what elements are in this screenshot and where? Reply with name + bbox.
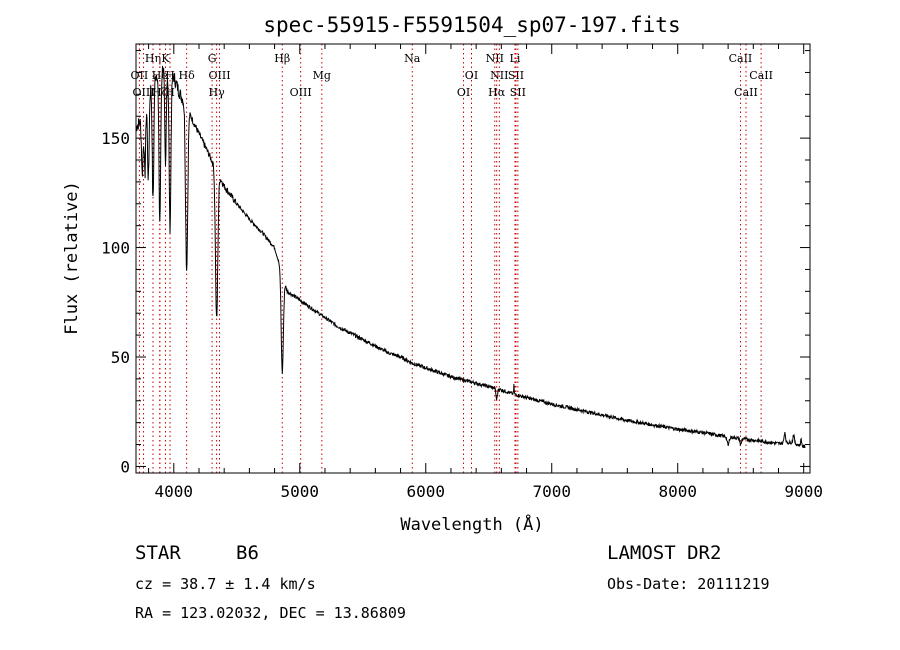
- line-marker-label: Hζ: [152, 86, 168, 99]
- x-tick-label: 8000: [658, 482, 697, 501]
- y-tick-label: 100: [101, 239, 130, 258]
- line-marker-label: Hδ: [179, 69, 196, 82]
- line-marker-label: CaII: [749, 69, 773, 82]
- axis-group: 4000 5000 6000 7000 8000 9000 0 50 100 150: [101, 44, 823, 501]
- y-tick-label: 150: [101, 129, 130, 148]
- subclass-label: B6: [236, 542, 259, 564]
- x-axis-label: Wavelength (Å): [400, 513, 543, 535]
- spectrum-line: [135, 65, 806, 449]
- line-marker-label: Hβ: [274, 52, 290, 65]
- x-tick-label: 9000: [784, 482, 823, 501]
- survey-label: LAMOST DR2: [607, 542, 722, 564]
- line-marker-label: G: [208, 52, 217, 65]
- spectrum-chart: spec-55915-F5591504_sp07-197.fits Hη K OII…: [62, 13, 823, 535]
- line-marker-label: SII: [510, 86, 526, 99]
- x-tick-label: 5000: [281, 482, 320, 501]
- y-tick-label: 0: [120, 457, 130, 476]
- line-marker-label: OIII: [133, 86, 155, 99]
- chart-title: spec-55915-F5591504_sp07-197.fits: [263, 13, 680, 37]
- line-marker-label: Na: [404, 52, 421, 65]
- line-marker-label: SII: [508, 69, 524, 82]
- line-marker-label: OII: [131, 69, 149, 82]
- line-marker-label: CaII: [734, 86, 758, 99]
- line-marker-label: K: [161, 52, 170, 65]
- plot-frame: [135, 43, 811, 474]
- line-marker-label: OI: [457, 86, 470, 99]
- line-marker-label: Hγ: [209, 86, 226, 99]
- line-marker-label: OI: [465, 69, 478, 82]
- redshift-readout: cz = 38.7 ± 1.4 km/s: [135, 575, 316, 593]
- y-axis-label: Flux (relative): [62, 181, 82, 335]
- line-marker-label: Hη: [145, 52, 161, 65]
- x-tick-label: 4000: [155, 482, 194, 501]
- line-marker-label: OIII: [208, 69, 230, 82]
- line-marker-label: Li: [510, 52, 521, 65]
- line-marker-label: OIII: [290, 86, 312, 99]
- coordinates: RA = 123.02032, DEC = 13.86809: [135, 604, 406, 622]
- line-marker-label: Mg: [313, 69, 331, 82]
- class-label: STAR: [135, 542, 181, 564]
- line-marker-label: NII: [486, 52, 504, 65]
- y-tick-label: 50: [111, 348, 130, 367]
- line-marker-label: CaII: [729, 52, 753, 65]
- line-marker-label: Hα: [488, 86, 506, 99]
- x-tick-label: 7000: [532, 482, 571, 501]
- x-tick-label: 6000: [406, 482, 445, 501]
- obs-date: Obs-Date: 20111219: [607, 575, 770, 593]
- line-marker-label: H: [165, 86, 175, 99]
- line-marker-label: NII: [490, 69, 508, 82]
